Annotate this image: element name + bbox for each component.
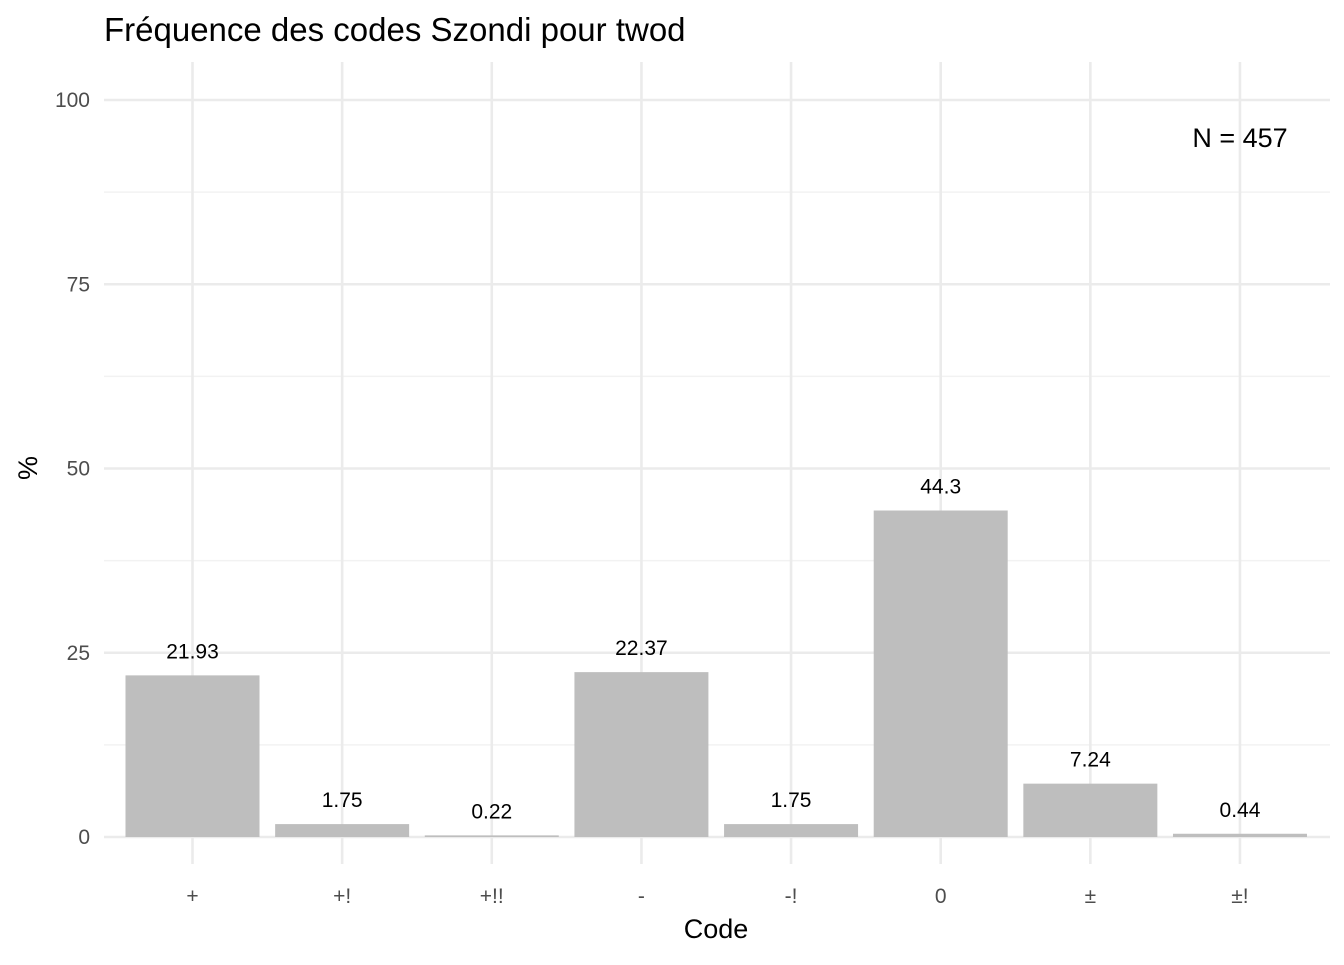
bar-6	[873, 510, 1008, 837]
x-tick-label: ±	[1085, 885, 1097, 908]
data-labels: 21.93 1.75 0.22 22.37 1.75 44.3 7.24 0.44	[166, 476, 1261, 824]
x-tick-label: -!	[785, 885, 798, 908]
y-tick-label: 0	[78, 826, 90, 849]
x-tick-label: +!	[333, 885, 351, 908]
x-axis-ticks: + +! +!! - -! 0 ± ±!	[186, 885, 1248, 908]
x-tick-label: -	[638, 885, 645, 908]
data-label: 1.75	[771, 789, 812, 812]
x-tick-label: 0	[935, 885, 947, 908]
sample-size-annotation: N = 457	[1192, 123, 1287, 153]
data-label: 7.24	[1070, 749, 1111, 772]
bar-3	[424, 835, 559, 837]
data-label: 22.37	[615, 637, 668, 660]
bar-1	[125, 675, 260, 837]
x-axis-title: Code	[684, 914, 749, 944]
x-tick-label: ±!	[1231, 885, 1248, 908]
data-label: 0.22	[471, 800, 512, 823]
y-tick-label: 75	[67, 273, 90, 296]
y-axis-ticks: 0 25 50 75 100	[55, 89, 90, 849]
y-tick-label: 100	[55, 89, 90, 112]
gridlines	[104, 62, 1330, 864]
data-label: 1.75	[322, 789, 363, 812]
data-label: 21.93	[166, 640, 219, 663]
bar-8	[1172, 833, 1307, 837]
data-label: 0.44	[1220, 799, 1261, 822]
bar-2	[275, 824, 410, 837]
bars	[125, 510, 1307, 837]
bar-7	[1023, 783, 1158, 837]
chart-title: Fréquence des codes Szondi pour twod	[104, 11, 686, 48]
bar-4	[574, 672, 709, 837]
x-tick-label: +	[186, 885, 198, 908]
y-axis-title: %	[13, 456, 43, 480]
x-tick-label: +!!	[480, 885, 504, 908]
y-tick-label: 50	[67, 458, 90, 481]
bar-5	[724, 824, 859, 837]
y-tick-label: 25	[67, 642, 90, 665]
data-label: 44.3	[920, 476, 961, 499]
